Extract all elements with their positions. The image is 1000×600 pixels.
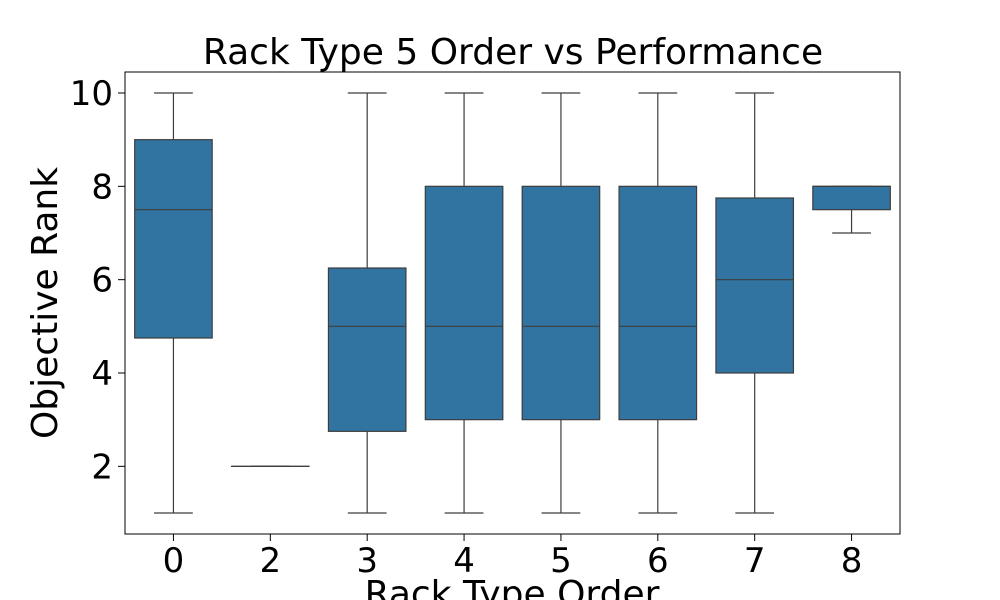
x-tick-label: 0 bbox=[163, 541, 185, 581]
x-tick-label: 2 bbox=[259, 541, 281, 581]
x-tick-label: 4 bbox=[453, 541, 475, 581]
y-axis: 2 4 6 8 10 bbox=[70, 74, 125, 487]
x-axis-label: Rack Type Order bbox=[365, 574, 660, 600]
box-5 bbox=[521, 92, 601, 514]
box-iqr bbox=[812, 185, 891, 211]
box-6 bbox=[618, 92, 698, 514]
box-iqr bbox=[327, 267, 407, 432]
x-tick-label: 3 bbox=[356, 541, 378, 581]
box-4 bbox=[424, 92, 504, 514]
x-tick-label: 8 bbox=[841, 541, 863, 581]
x-axis: 0 2 3 4 5 6 7 8 bbox=[163, 534, 863, 581]
box-3 bbox=[327, 92, 407, 514]
plot-frame bbox=[124, 71, 901, 535]
x-tick-label: 7 bbox=[744, 541, 766, 581]
box-8 bbox=[812, 185, 891, 234]
y-tick-label: 8 bbox=[91, 167, 113, 207]
box-iqr bbox=[134, 139, 213, 339]
x-tick-label: 6 bbox=[647, 541, 669, 581]
box-0 bbox=[134, 92, 213, 514]
y-tick-label: 4 bbox=[91, 354, 113, 394]
plot-area bbox=[134, 92, 891, 514]
y-axis-label: Objective Rank bbox=[25, 167, 66, 439]
x-tick-label: 5 bbox=[550, 541, 572, 581]
y-tick-label: 6 bbox=[91, 261, 113, 301]
box-iqr bbox=[715, 197, 795, 374]
y-tick-label: 10 bbox=[70, 74, 113, 114]
box-iqr bbox=[521, 185, 601, 421]
box-7 bbox=[715, 92, 795, 514]
chart-title: Rack Type 5 Order vs Performance bbox=[203, 32, 823, 73]
y-tick-label: 2 bbox=[91, 447, 113, 487]
box-iqr bbox=[618, 185, 698, 421]
box-iqr bbox=[424, 185, 504, 421]
